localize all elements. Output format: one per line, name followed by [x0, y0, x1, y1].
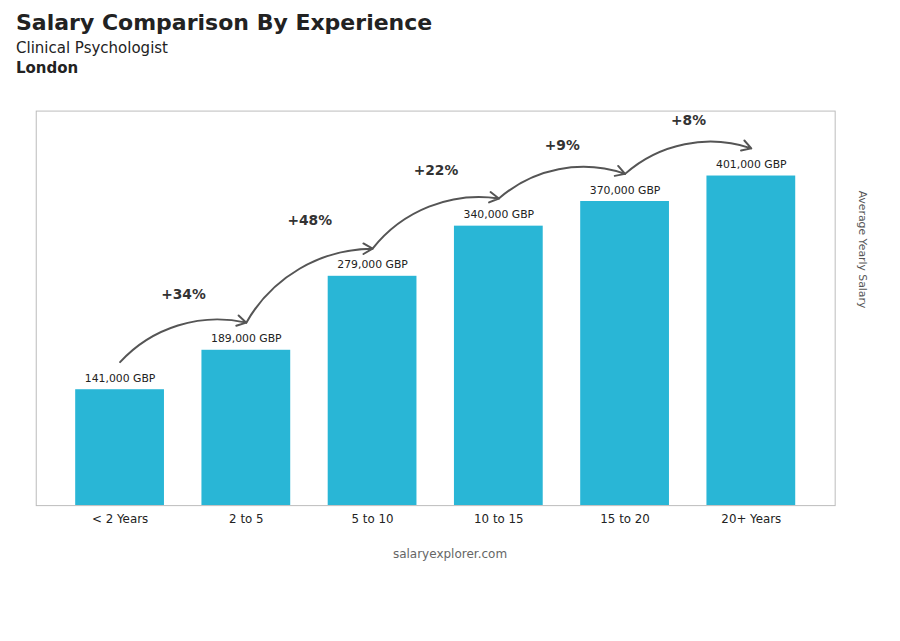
svg-text:+34%: +34% [161, 286, 206, 302]
svg-text:Average Yearly Salary: Average Yearly Salary [856, 191, 869, 309]
svg-text:20+ Years: 20+ Years [721, 512, 781, 526]
svg-text:141,000 GBP: 141,000 GBP [85, 372, 156, 385]
svg-text:15 to 20: 15 to 20 [600, 512, 649, 526]
svg-text:+9%: +9% [545, 137, 580, 153]
svg-text:+48%: +48% [287, 212, 332, 228]
svg-text:+22%: +22% [414, 162, 459, 178]
svg-text:401,000 GBP: 401,000 GBP [716, 158, 787, 171]
svg-text:370,000 GBP: 370,000 GBP [590, 184, 661, 197]
html-text:London: London [16, 59, 79, 77]
html-text:Clinical Psychologist: Clinical Psychologist [16, 39, 168, 57]
html-text:Salary Comparison By Experienc: Salary Comparison By Experience [16, 10, 433, 35]
svg-text:5 to 10: 5 to 10 [352, 512, 394, 526]
svg-text:< 2 Years: < 2 Years [92, 512, 148, 526]
svg-text:279,000 GBP: 279,000 GBP [337, 258, 408, 271]
svg-text:10 to 15: 10 to 15 [474, 512, 524, 526]
svg-text:189,000 GBP: 189,000 GBP [211, 332, 282, 345]
svg-text:2 to 5: 2 to 5 [229, 512, 263, 526]
svg-text:+8%: +8% [671, 112, 706, 128]
svg-text:340,000 GBP: 340,000 GBP [464, 208, 535, 221]
html-text:salaryexplorer.com: salaryexplorer.com [392, 546, 508, 561]
